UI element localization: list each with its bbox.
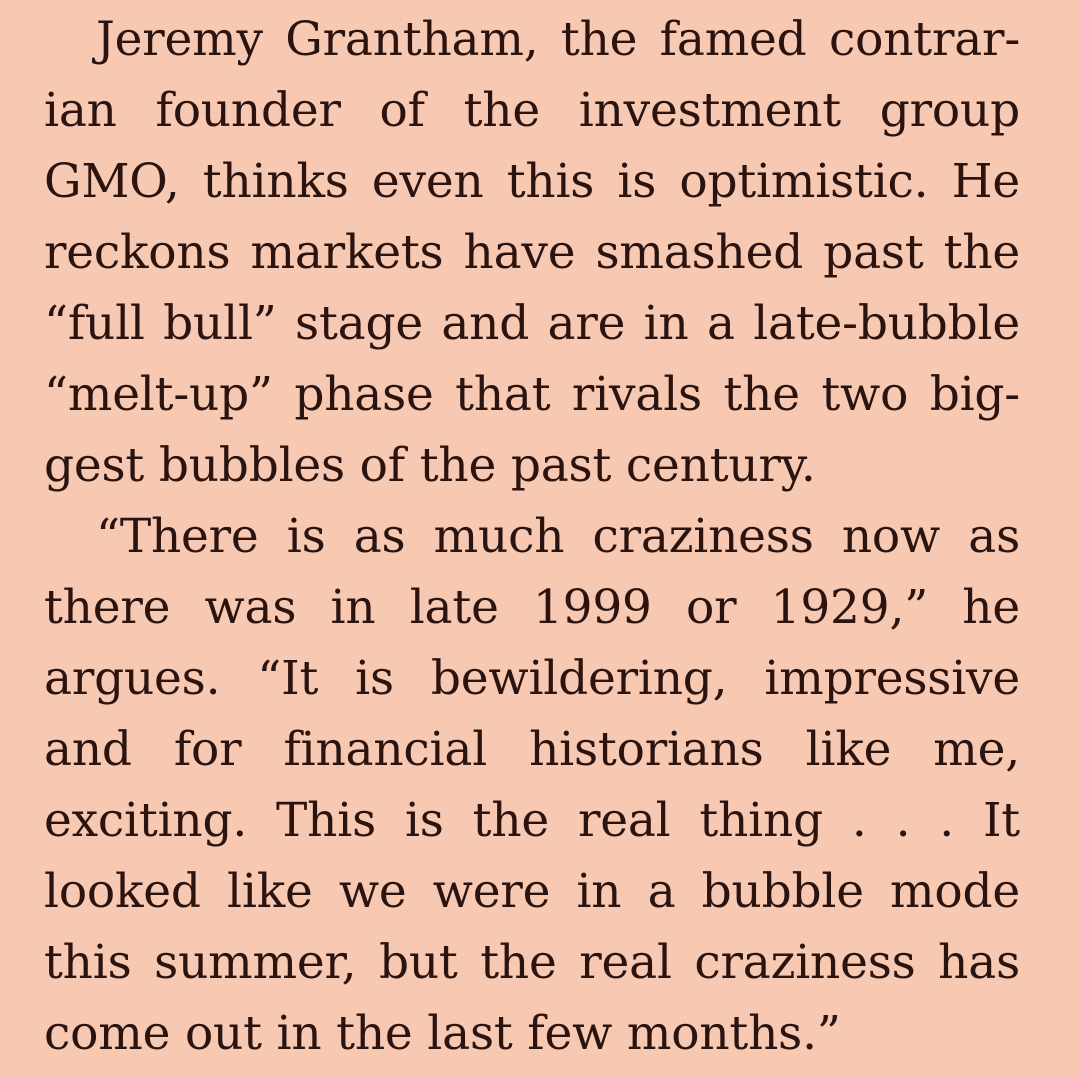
text-line: this summer, but the real craziness has	[44, 935, 1020, 990]
text-line: GMO, thinks even this is optimistic. He	[44, 154, 1020, 209]
text-line: there was in late 1999 or 1929,” he	[44, 580, 1020, 635]
text-line: “There is as much craziness now as	[96, 509, 1020, 564]
text-line: reckons markets have smashed past the	[44, 225, 1020, 280]
text-line: “full bull” stage and are in a late-bubb…	[44, 296, 1020, 351]
text-line: and for financial historians like me,	[44, 722, 1020, 777]
text-line: Jeremy Grantham, the famed contrar-	[96, 12, 1020, 67]
text-line: argues. “It is bewildering, impressive	[44, 651, 1020, 706]
text-line: gest bubbles of the past century.	[44, 438, 816, 493]
text-line: come out in the last few months.”	[44, 1006, 841, 1061]
text-line: ian founder of the investment group	[44, 83, 1020, 138]
text-line: looked like we were in a bubble mode	[44, 864, 1020, 919]
text-line: “melt-up” phase that rivals the two big-	[44, 367, 1020, 422]
text-line: exciting. This is the real thing . . . I…	[44, 793, 1020, 848]
